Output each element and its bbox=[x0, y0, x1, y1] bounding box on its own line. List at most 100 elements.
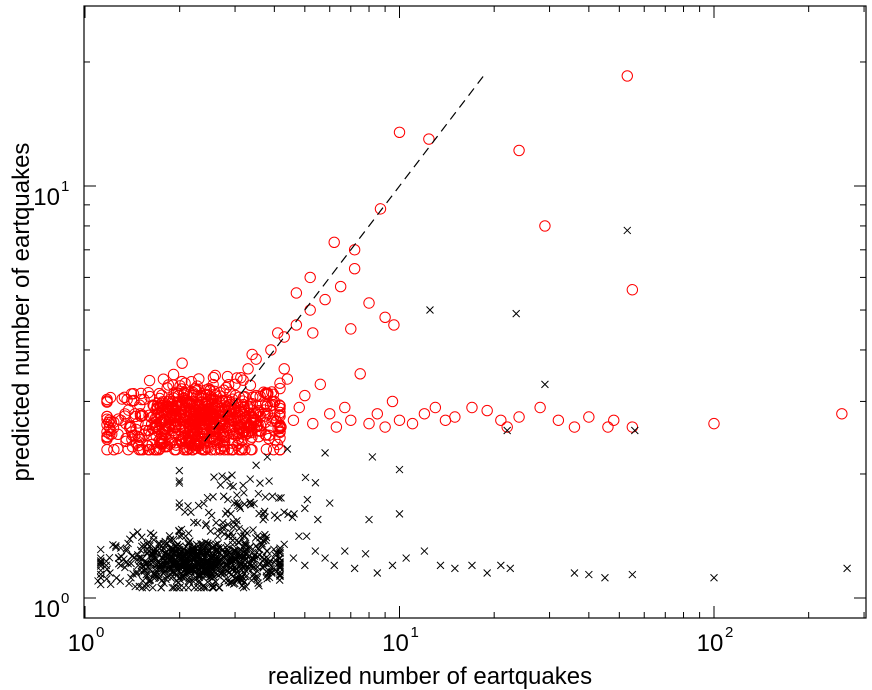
realized-point bbox=[236, 504, 245, 513]
realized-point bbox=[233, 498, 242, 507]
predicted-point bbox=[136, 409, 149, 421]
y-tick-exponent: 1 bbox=[61, 178, 69, 195]
realized-point bbox=[142, 580, 151, 589]
realized-point bbox=[170, 583, 178, 592]
predicted-point bbox=[159, 414, 171, 426]
realized-point bbox=[115, 553, 123, 562]
predicted-point bbox=[176, 357, 188, 369]
predicted-point bbox=[238, 424, 250, 437]
realized-point bbox=[175, 479, 184, 487]
realized-point bbox=[265, 477, 273, 485]
predicted-point bbox=[132, 430, 144, 442]
realized-point bbox=[223, 545, 231, 553]
predicted-point bbox=[196, 396, 209, 409]
axis-ticks bbox=[84, 6, 866, 618]
predicted-point bbox=[187, 422, 200, 434]
realized-point bbox=[240, 538, 249, 547]
realized-point bbox=[205, 573, 214, 581]
realized-point bbox=[94, 577, 102, 585]
realized-point bbox=[137, 533, 146, 542]
predicted-point bbox=[209, 369, 221, 382]
predicted-point bbox=[207, 426, 220, 438]
predicted-point bbox=[165, 437, 177, 449]
realized-point bbox=[229, 482, 238, 491]
predicted-point bbox=[379, 311, 391, 324]
realized-point bbox=[340, 547, 349, 555]
predicted-point bbox=[197, 408, 210, 420]
realized-point bbox=[256, 533, 264, 542]
predicted-point bbox=[267, 412, 279, 424]
predicted-point bbox=[263, 432, 275, 445]
predicted-point bbox=[237, 374, 249, 386]
realized-point bbox=[158, 553, 166, 562]
realized-point bbox=[254, 545, 262, 553]
realized-point bbox=[584, 570, 593, 579]
realized-point bbox=[262, 536, 270, 545]
realized-point bbox=[262, 572, 271, 580]
realized-point bbox=[125, 579, 133, 588]
predicted-point bbox=[275, 421, 287, 433]
predicted-point bbox=[193, 373, 205, 385]
predicted-point bbox=[207, 371, 220, 384]
realized-point bbox=[252, 461, 260, 470]
realized-point bbox=[96, 580, 105, 589]
realized-point bbox=[154, 570, 163, 579]
predicted-point bbox=[268, 395, 281, 408]
predicted-point bbox=[418, 408, 431, 420]
x-tick-label: 10 bbox=[382, 630, 409, 657]
predicted-point bbox=[119, 410, 131, 422]
realized-point bbox=[229, 580, 238, 588]
realized-point bbox=[240, 488, 248, 497]
predicted-point bbox=[135, 387, 147, 400]
realized-point bbox=[420, 547, 429, 555]
realized-point bbox=[208, 583, 217, 591]
realized-point bbox=[237, 532, 245, 541]
predicted-point bbox=[126, 395, 138, 407]
predicted-point bbox=[129, 408, 141, 420]
predicted-point bbox=[429, 401, 442, 414]
realized-point bbox=[258, 539, 266, 548]
realized-point bbox=[248, 554, 257, 562]
realized-point bbox=[102, 561, 111, 570]
predicted-point bbox=[274, 443, 286, 456]
predicted-point bbox=[278, 331, 290, 343]
realized-point bbox=[176, 576, 185, 585]
realized-point bbox=[350, 564, 359, 573]
predicted-point bbox=[621, 70, 633, 82]
realized-point bbox=[275, 576, 284, 584]
realized-point bbox=[228, 471, 236, 479]
predicted-point bbox=[126, 433, 138, 445]
realized-point bbox=[203, 539, 212, 548]
predicted-point bbox=[134, 408, 147, 420]
realized-point bbox=[313, 515, 322, 524]
realized-point bbox=[221, 510, 230, 518]
predicted-point bbox=[371, 408, 384, 420]
realized-point bbox=[139, 562, 148, 571]
predicted-series bbox=[101, 70, 848, 456]
predicted-point bbox=[449, 411, 461, 423]
realized-point bbox=[256, 479, 264, 488]
realized-point bbox=[215, 583, 223, 592]
realized-point bbox=[138, 583, 147, 592]
realized-point bbox=[280, 540, 289, 549]
realized-point bbox=[280, 508, 288, 517]
realized-point bbox=[96, 545, 105, 554]
predicted-point bbox=[143, 374, 156, 387]
plot-frame bbox=[83, 5, 867, 619]
predicted-point bbox=[231, 372, 243, 384]
predicted-point bbox=[293, 401, 305, 414]
predicted-point bbox=[274, 426, 286, 439]
predicted-point bbox=[254, 424, 266, 437]
predicted-point bbox=[250, 389, 262, 402]
realized-point bbox=[200, 583, 208, 592]
realized-point bbox=[166, 565, 175, 574]
realized-point bbox=[185, 576, 193, 585]
realized-point bbox=[131, 582, 140, 591]
y-tick-label: 10 bbox=[33, 184, 60, 211]
realized-point bbox=[261, 513, 269, 522]
realized-point bbox=[129, 531, 137, 540]
predicted-point bbox=[423, 133, 435, 145]
predicted-point bbox=[235, 443, 248, 456]
realized-point bbox=[122, 546, 131, 555]
realized-point bbox=[225, 532, 233, 541]
